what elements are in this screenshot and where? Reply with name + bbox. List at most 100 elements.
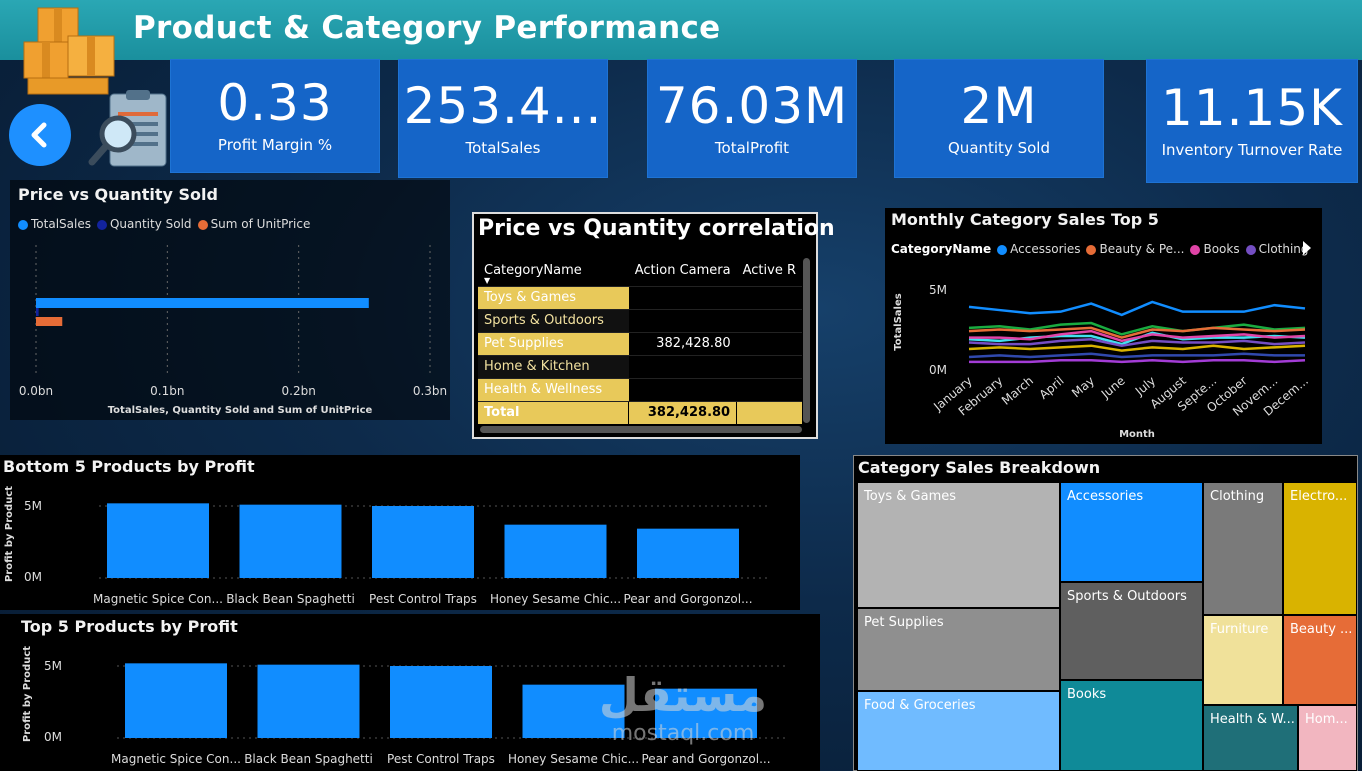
treemap-cell[interactable]: Health & W... [1203, 705, 1298, 771]
bar-quantity-sold[interactable] [36, 308, 39, 316]
y-tick: 0M [929, 363, 947, 377]
column-header-action-camera[interactable]: Action Camera [628, 256, 737, 287]
legend-item[interactable]: Books [1190, 242, 1240, 256]
treemap-cell[interactable]: Clothing [1203, 482, 1283, 615]
table-row[interactable]: Sports & Outdoors [478, 309, 802, 333]
header-bar [0, 0, 1362, 60]
bar[interactable] [239, 504, 342, 578]
treemap-cell[interactable]: Books [1060, 680, 1203, 771]
kpi-label: Profit Margin % [217, 136, 333, 154]
kpi-label: Quantity Sold [948, 138, 1050, 157]
top5-title: Top 5 Products by Profit [21, 617, 238, 636]
x-tick: 0.2bn [282, 384, 316, 398]
line-series-beauty-pe-[interactable] [968, 326, 1306, 339]
x-tick: Honey Sesame Chic... [508, 752, 639, 766]
bar[interactable] [522, 684, 625, 738]
report-magnifier-icon [88, 90, 172, 170]
line-series-navy[interactable] [968, 352, 1305, 359]
x-tick: Honey Sesame Chic... [490, 592, 621, 606]
x-tick: May [1069, 374, 1097, 401]
x-tick: Black Bean Spaghetti [226, 592, 355, 606]
horizontal-scrollbar[interactable] [480, 426, 802, 433]
bar-totalsales[interactable] [36, 298, 369, 308]
treemap-cell[interactable]: Food & Groceries [857, 691, 1060, 771]
kpi-total-profit-card: 76.03M TotalProfit [648, 60, 856, 177]
treemap-cell[interactable]: Toys & Games [857, 482, 1060, 608]
legend-item[interactable]: Beauty & Pe... [1086, 242, 1184, 256]
watermark: مستقل mostaql.com [598, 670, 768, 765]
x-tick: Pest Control Traps [387, 752, 495, 766]
legend-item[interactable]: TotalSales [18, 217, 91, 231]
line-series-accessories[interactable] [968, 300, 1306, 317]
monthly-sales-legend: CategoryName Accessories Beauty & Pe... … [891, 242, 1309, 256]
treemap: Toys & Games Accessories Clothing Electr… [857, 482, 1357, 771]
bar[interactable] [504, 524, 607, 578]
kpi-total-sales-card: 253.4... TotalSales [399, 60, 607, 177]
kpi-value: 2M [960, 76, 1038, 135]
x-tick: Pest Control Traps [369, 592, 477, 606]
top5-ylabel: Profit by Product [22, 646, 33, 742]
line-series-purple[interactable] [969, 359, 1306, 364]
line-series-books[interactable] [969, 329, 1306, 343]
legend-item[interactable]: Sum of UnitPrice [197, 217, 310, 231]
table-row[interactable]: Home & Kitchen [478, 355, 802, 379]
bar[interactable] [390, 666, 492, 738]
vertical-scrollbar[interactable] [803, 258, 810, 423]
treemap-cell[interactable]: Sports & Outdoors [1060, 582, 1203, 680]
legend-item[interactable]: Quantity Sold [96, 217, 192, 231]
x-tick: 0.0bn [19, 384, 53, 398]
bar[interactable] [637, 528, 739, 578]
line-series-green[interactable] [968, 321, 1306, 336]
legend-next-icon[interactable] [1301, 240, 1313, 260]
price-vs-qty-legend: TotalSales Quantity Sold Sum of UnitPric… [18, 217, 310, 231]
x-tick: Pear and Gorgonzol... [623, 592, 752, 606]
legend-item[interactable]: Clothing [1245, 242, 1309, 256]
treemap-cell[interactable]: Hom... [1298, 705, 1357, 771]
sort-down-icon: ▼ [484, 276, 491, 285]
kpi-value: 0.33 [217, 74, 333, 132]
monthly-xlabel: Month [1119, 429, 1155, 440]
treemap-cell[interactable]: Electro... [1283, 482, 1357, 615]
bar[interactable] [372, 506, 474, 578]
treemap-cell[interactable]: Furniture [1203, 615, 1283, 705]
correlation-matrix: CategoryName ▼ Action Camera Active R Toy… [478, 256, 802, 424]
price-vs-qty-xlabel: TotalSales, Quantity Sold and Sum of Uni… [108, 405, 373, 416]
column-header-category[interactable]: CategoryName ▼ [478, 256, 629, 287]
watermark-latin: mostaql.com [611, 720, 755, 746]
watermark-arabic: مستقل [598, 668, 768, 722]
y-tick: 5M [24, 499, 42, 513]
legend-item[interactable]: Accessories [997, 242, 1080, 256]
kpi-value: 76.03M [655, 76, 849, 135]
bar[interactable] [257, 664, 360, 738]
bar[interactable] [655, 688, 757, 738]
y-tick: 5M [929, 283, 947, 297]
treemap-title: Category Sales Breakdown [858, 458, 1101, 477]
back-button[interactable] [9, 104, 71, 166]
line-series-yellow[interactable] [968, 344, 1306, 352]
treemap-cell[interactable]: Accessories [1060, 482, 1203, 582]
x-tick: 0.1bn [150, 384, 184, 398]
total-row: Total 382,428.80 [478, 401, 802, 424]
line-series-clothing[interactable] [968, 337, 1306, 347]
chevron-left-icon [31, 122, 47, 148]
bar-sum-of-unitprice[interactable] [36, 317, 63, 326]
treemap-cell[interactable]: Beauty ... [1283, 615, 1357, 705]
kpi-profit-margin-card: 0.33 Profit Margin % [171, 60, 379, 172]
bar[interactable] [107, 503, 209, 578]
monthly-sales-title: Monthly Category Sales Top 5 [891, 210, 1159, 229]
x-tick: Magnetic Spice Con... [93, 592, 223, 606]
x-tick: Pear and Gorgonzol... [641, 752, 770, 766]
bar[interactable] [125, 663, 227, 738]
table-row[interactable]: Pet Supplies 382,428.80 [478, 332, 802, 356]
treemap-cell[interactable]: Pet Supplies [857, 608, 1060, 691]
y-tick: 0M [24, 570, 42, 584]
top5-chart: Profit by Product 5M 0M Magnetic Spice C… [22, 646, 788, 766]
x-tick: March [999, 374, 1036, 408]
table-row[interactable]: Toys & Games [478, 286, 802, 310]
table-row[interactable]: Health & Wellness [478, 378, 802, 402]
column-header-active[interactable]: Active R [736, 256, 802, 287]
x-tick: Black Bean Spaghetti [244, 752, 373, 766]
correlation-title: Price vs Quantity correlation [478, 216, 835, 241]
bottom5-title: Bottom 5 Products by Profit [3, 457, 255, 476]
